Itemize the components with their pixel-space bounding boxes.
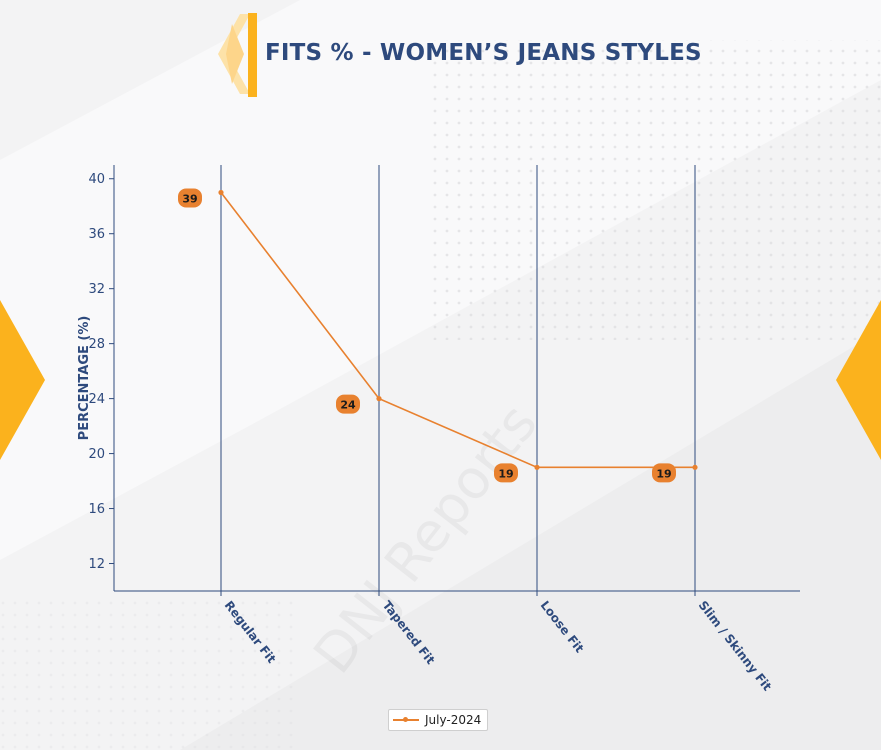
y-tick-label: 32 xyxy=(88,282,105,297)
grid xyxy=(220,165,696,591)
data-label-text: 19 xyxy=(656,467,671,480)
data-label-2: 19 xyxy=(494,463,518,483)
x-tick-label: Regular Fit xyxy=(222,598,279,666)
data-label-text: 19 xyxy=(498,467,513,480)
series-line-0 xyxy=(220,191,695,469)
page-title: FITS % - WOMEN’S JEANS STYLES xyxy=(265,40,702,66)
right-arrow-decoration xyxy=(836,300,881,460)
data-labels: 39 24 19 19 xyxy=(178,188,676,483)
y-axis-ticks: 12 16 20 24 28 32 36 40 xyxy=(88,172,114,572)
legend-swatch-icon xyxy=(393,715,419,725)
y-tick-label: 20 xyxy=(88,447,105,462)
left-arrow-decoration xyxy=(0,300,45,460)
legend-label: July-2024 xyxy=(425,713,482,727)
data-label-badge xyxy=(494,463,518,483)
axes xyxy=(113,165,800,592)
series-lines xyxy=(218,189,698,470)
data-label-badge xyxy=(336,394,360,414)
data-label-3: 19 xyxy=(652,463,676,483)
y-tick-label: 28 xyxy=(88,337,105,352)
data-label-text: 39 xyxy=(182,192,197,205)
y-axis-label: PERCENTAGE (%) xyxy=(77,316,92,441)
legend: July-2024 xyxy=(388,709,489,731)
data-point-0 xyxy=(218,189,224,196)
watermark-text: DNJ Reports xyxy=(301,392,549,685)
data-label-badge xyxy=(178,188,202,208)
data-point-2 xyxy=(534,464,540,470)
x-tick-label: Slim / Skinny Fit xyxy=(696,598,775,693)
y-tick-label: 36 xyxy=(88,227,105,242)
data-label-1: 24 xyxy=(336,394,360,414)
data-label-badge xyxy=(652,463,676,483)
title-logo xyxy=(218,13,257,97)
y-tick-label: 12 xyxy=(88,557,105,572)
data-point-1 xyxy=(376,396,382,402)
x-tick-label: Loose Fit xyxy=(538,598,587,655)
data-label-text: 24 xyxy=(340,399,356,412)
data-point-3 xyxy=(692,464,698,470)
y-tick-label: 24 xyxy=(88,392,105,407)
y-tick-label: 40 xyxy=(88,172,105,187)
data-label-0: 39 xyxy=(178,188,202,208)
y-tick-label: 16 xyxy=(88,502,105,517)
